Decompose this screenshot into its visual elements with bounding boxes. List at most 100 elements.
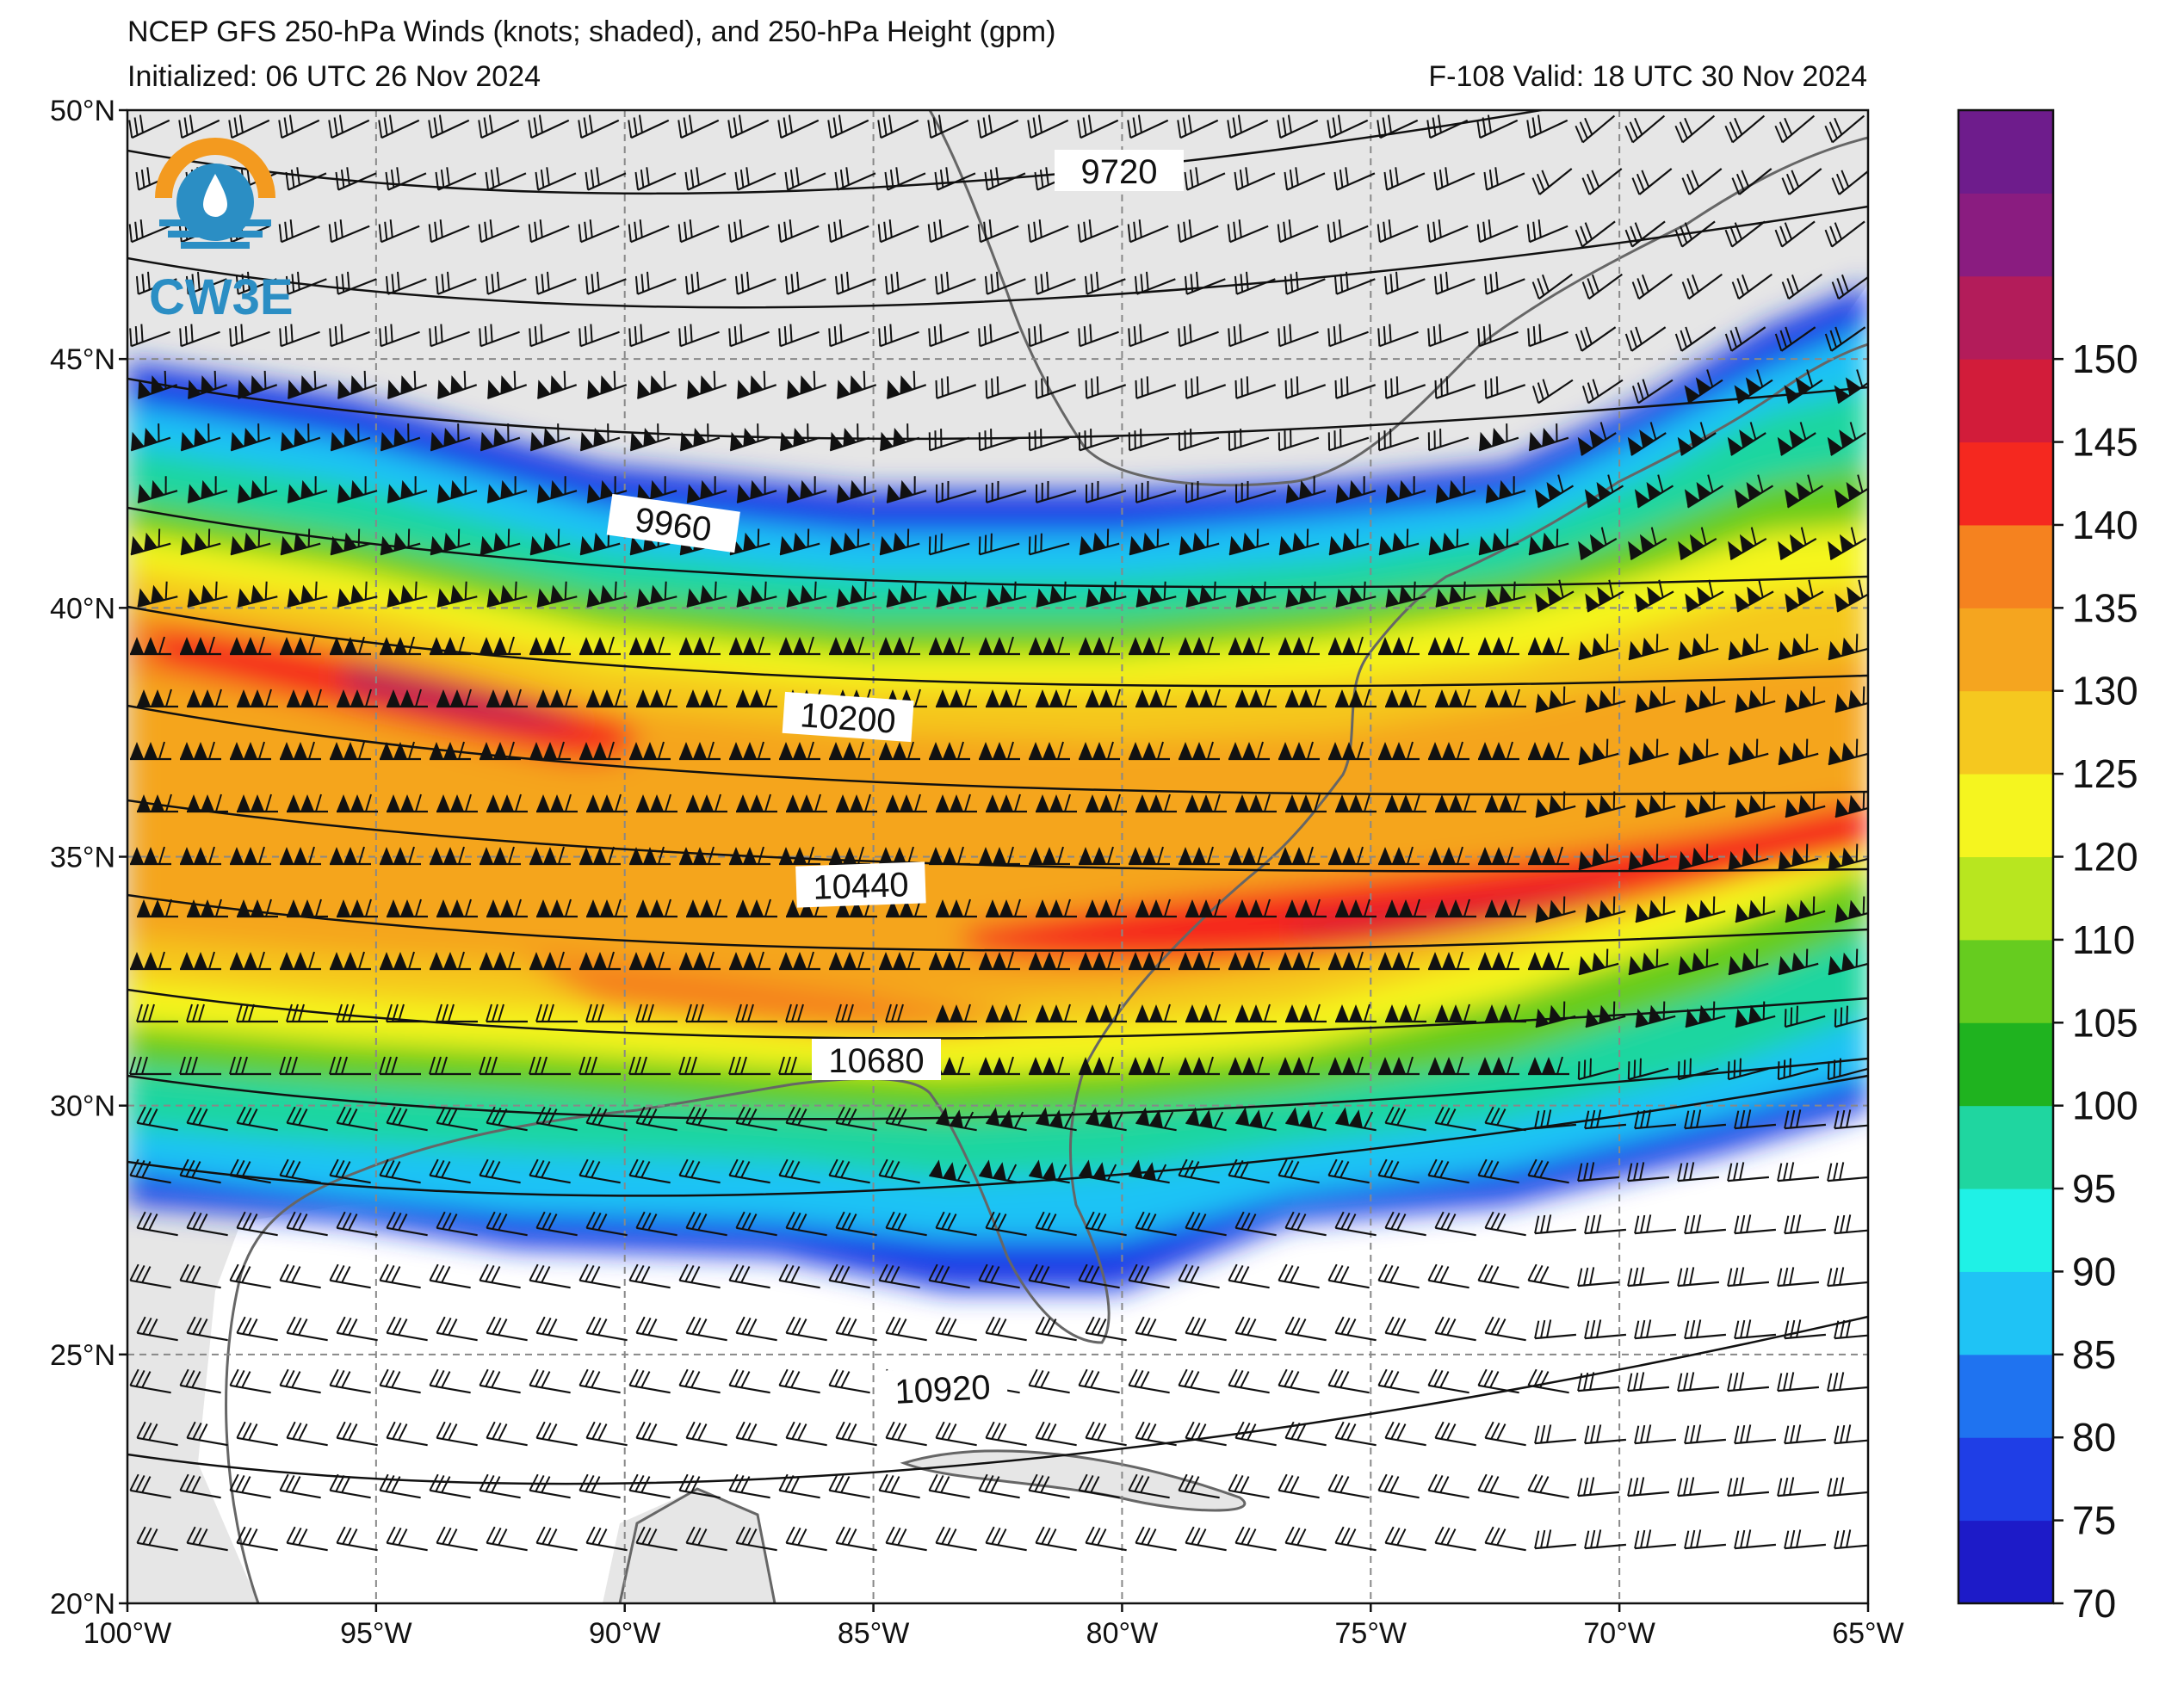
- wind-barb: [686, 581, 727, 608]
- wind-barb: [178, 114, 220, 139]
- wind-barb: [1435, 898, 1476, 918]
- wind-barb: [834, 271, 876, 295]
- height-contour: [127, 110, 1548, 194]
- wind-barb: [379, 1263, 421, 1289]
- wind-barb: [1728, 843, 1769, 871]
- wind-barb: [1128, 1368, 1170, 1394]
- wind-barb: [1029, 1056, 1070, 1076]
- wind-barb: [1584, 474, 1624, 509]
- cw3e-logo: CW3E: [149, 138, 294, 325]
- colorbar-segment: [1958, 441, 2053, 526]
- wind-barb: [1484, 1526, 1526, 1552]
- wind-barb: [436, 581, 478, 608]
- wind-barb: [886, 370, 927, 399]
- wind-barb: [286, 1003, 328, 1023]
- wind-barb: [628, 1056, 671, 1076]
- wind-barb: [1284, 167, 1326, 191]
- wind-barb: [385, 271, 427, 295]
- wind-barb: [779, 636, 820, 656]
- wind-barb: [280, 528, 321, 556]
- wind-barb: [1685, 791, 1726, 818]
- wind-barb: [1435, 793, 1476, 813]
- wind-barb: [585, 1211, 628, 1237]
- colorbar-segment: [1958, 608, 2053, 692]
- wind-barb: [1377, 324, 1419, 348]
- wind-barb: [128, 114, 170, 139]
- wind-barb: [585, 1316, 628, 1342]
- wind-barb: [1327, 1473, 1370, 1499]
- wind-barb: [1581, 379, 1624, 404]
- wind-barb: [629, 951, 671, 971]
- wind-barb: [337, 793, 378, 813]
- wind-barb: [278, 219, 320, 244]
- wind-barb: [536, 688, 578, 708]
- wind-barb: [137, 581, 178, 608]
- wind-barb: [536, 793, 578, 813]
- wind-barb: [779, 951, 820, 971]
- colorbar-segment: [1958, 856, 2053, 941]
- wind-barb: [579, 636, 621, 656]
- wind-barb: [1584, 1424, 1627, 1445]
- wind-barb: [187, 581, 228, 608]
- wind-barb: [1228, 1158, 1270, 1184]
- wind-barb: [236, 1106, 278, 1132]
- wind-barb: [936, 1003, 977, 1023]
- wind-barb: [635, 1526, 677, 1552]
- wind-barb: [1434, 1526, 1476, 1552]
- wind-barb: [1234, 1211, 1277, 1237]
- wind-barb: [328, 219, 370, 244]
- wind-barb: [1834, 369, 1868, 404]
- wind-barb: [585, 167, 627, 191]
- wind-barb: [1333, 167, 1376, 191]
- wind-barb: [228, 114, 270, 139]
- wind-barb: [1426, 219, 1469, 244]
- wind-barb: [237, 898, 278, 918]
- wind-barb: [578, 324, 620, 348]
- wind-barb: [1828, 948, 1868, 976]
- wind-barb: [1677, 1477, 1720, 1497]
- wind-barb: [885, 1526, 927, 1552]
- wind-barb: [929, 1159, 970, 1184]
- wind-barb: [1078, 1263, 1120, 1289]
- wind-barb: [1824, 326, 1866, 352]
- wind-barb: [1179, 951, 1220, 971]
- wind-barb: [1727, 1162, 1770, 1182]
- wind-barb: [1128, 429, 1170, 452]
- wind-barb: [1784, 369, 1823, 404]
- wind-barb: [230, 741, 271, 761]
- wind-barb: [685, 1106, 727, 1132]
- wind-barb: [486, 370, 528, 399]
- wind-barb: [885, 1211, 927, 1237]
- wind-barb: [1383, 167, 1426, 191]
- wind-barb: [1834, 1529, 1868, 1550]
- wind-barb: [1735, 1001, 1776, 1028]
- wind-barb: [985, 1211, 1027, 1237]
- wind-barb: [1328, 528, 1370, 556]
- wind-barb: [628, 1473, 671, 1499]
- wind-barb: [1284, 1211, 1327, 1237]
- wind-barb: [978, 1263, 1020, 1289]
- wind-barb: [1129, 846, 1170, 866]
- wind-barb: [1127, 114, 1169, 139]
- logo-wave-3: [181, 242, 250, 249]
- wind-barb: [1631, 168, 1673, 195]
- wind-barb: [736, 898, 777, 918]
- wind-barb: [1834, 791, 1868, 818]
- wind-barb: [1427, 1158, 1469, 1184]
- map-title: NCEP GFS 250-hPa Winds (knots; shaded), …: [127, 15, 1056, 48]
- wind-barb: [677, 114, 720, 139]
- wind-barb: [1528, 741, 1569, 761]
- wind-barb: [237, 581, 278, 608]
- wind-barb: [479, 1473, 521, 1499]
- wind-barb: [986, 688, 1027, 708]
- wind-barb: [1085, 1211, 1127, 1237]
- wind-barb: [428, 219, 470, 244]
- wind-barb: [187, 688, 228, 708]
- wind-barb: [1129, 951, 1170, 971]
- wind-barb: [1483, 167, 1525, 191]
- wind-barb: [436, 1106, 478, 1132]
- wind-barb: [684, 167, 727, 191]
- wind-barb: [187, 793, 228, 813]
- wind-barb: [380, 846, 421, 866]
- wind-barb: [1178, 429, 1220, 452]
